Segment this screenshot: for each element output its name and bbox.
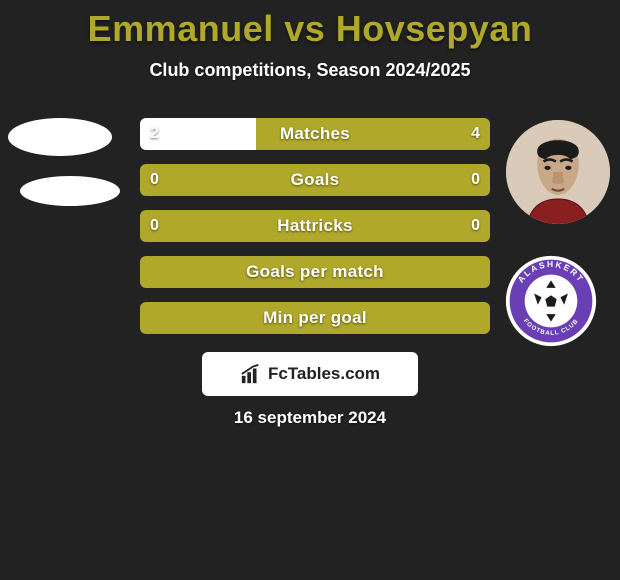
stat-label: Matches [140,118,490,150]
date-text: 16 september 2024 [0,408,620,428]
logo-text: FcTables.com [268,364,380,384]
stat-right-value: 0 [471,210,480,242]
player-right-club-badge: ALASHKERT FOOTBALL CLUB [504,254,598,348]
stat-label: Goals [140,164,490,196]
stat-label: Goals per match [140,256,490,288]
comparison-infographic: Emmanuel vs Hovsepyan Club competitions,… [0,0,620,580]
stat-row: Min per goal [140,302,490,334]
stat-left-value: 2 [150,118,159,150]
player-left-avatar-placeholder [8,118,112,156]
stat-left-value: 0 [150,210,159,242]
stat-row: Goals per match [140,256,490,288]
fctables-logo: FcTables.com [202,352,418,396]
stat-label: Hattricks [140,210,490,242]
player-right-avatar [506,120,610,224]
stat-label: Min per goal [140,302,490,334]
stat-row: Matches2 4 [140,118,490,150]
page-title: Emmanuel vs Hovsepyan [0,0,620,50]
bar-chart-icon [240,363,262,385]
player-left-club-placeholder [20,176,120,206]
stat-left-value: 0 [150,164,159,196]
stat-right-value: 0 [471,164,480,196]
subtitle: Club competitions, Season 2024/2025 [0,60,620,81]
stat-row: Goals0 0 [140,164,490,196]
stat-right-value: 4 [471,118,480,150]
stat-row: Hattricks0 0 [140,210,490,242]
